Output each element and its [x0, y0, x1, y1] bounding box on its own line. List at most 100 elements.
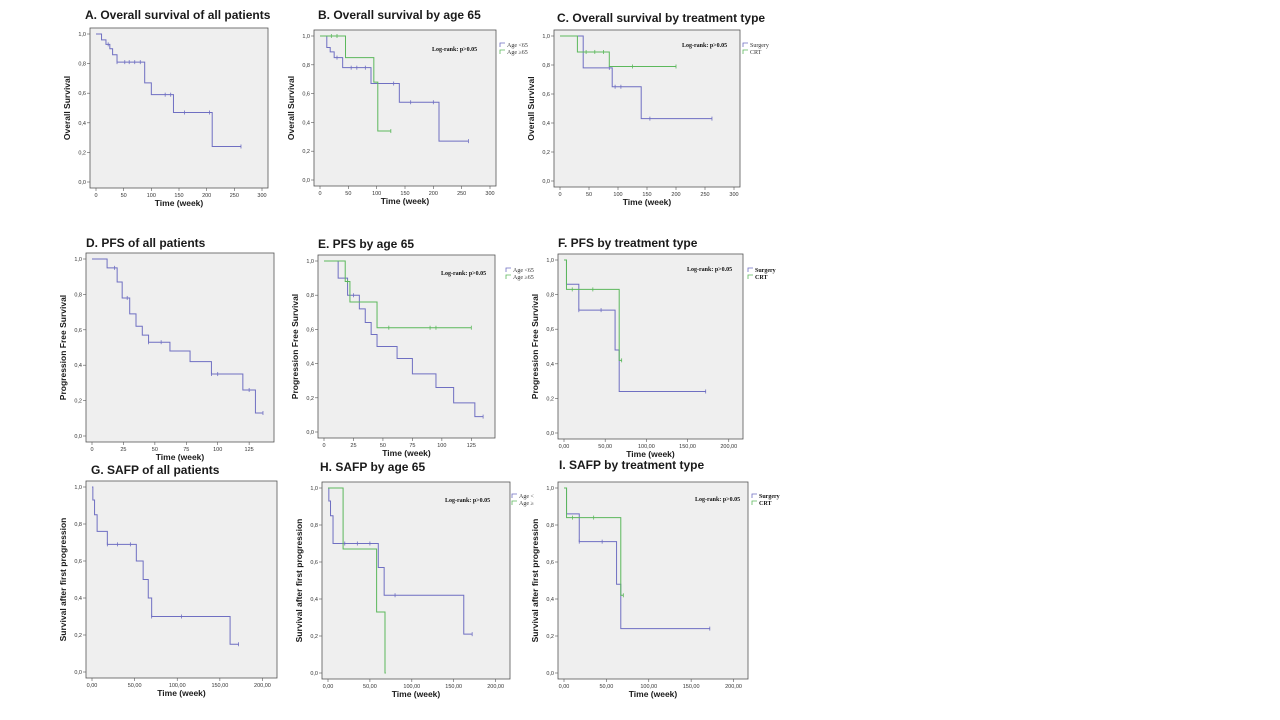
x-tick-label: 50,00	[363, 684, 377, 690]
y-tick-label: 0,2	[306, 396, 314, 402]
km-curve-blue	[324, 260, 484, 418]
y-tick-label: 0,0	[546, 431, 554, 437]
y-axis-label: Survival after first progression	[530, 519, 540, 643]
x-tick-label: 200,00	[487, 684, 504, 690]
y-tick-label: 0,2	[78, 150, 86, 156]
x-tick-label: 200,00	[720, 444, 737, 450]
x-tick-label: 300	[729, 192, 738, 198]
y-tick-label: 0,8	[542, 63, 550, 69]
legend-label: Age <65	[507, 43, 528, 49]
x-tick-label: 50,00	[598, 444, 612, 450]
km-curve-green	[328, 487, 386, 674]
y-tick-label: 0,8	[306, 293, 314, 299]
panel-i: I. SAFP by treatment type 0,0 0,2 0,4 0,6 0,8…	[530, 458, 780, 699]
plot-area	[557, 481, 749, 680]
logrank-annotation: Log-rank: p>0.05	[682, 43, 727, 49]
x-tick-label: 100,00	[169, 683, 186, 689]
y-tick-label: 1,0	[542, 34, 550, 40]
x-tick-label: 100,00	[403, 684, 420, 690]
legend-label: Age ≥65	[513, 275, 534, 281]
x-tick-label: 150,00	[211, 683, 228, 689]
y-tick-label: 0,8	[74, 292, 82, 298]
x-axis-label: Time (week)	[155, 198, 204, 208]
km-curve-green	[560, 35, 676, 67]
x-tick-label: 250	[457, 191, 466, 197]
y-tick-label: 0,4	[302, 120, 310, 126]
panel-f: F. PFS by treatment type 0,0 0,2 0,4 0,6 0,8 1…	[530, 236, 776, 459]
y-axis-label: Overall Survival	[286, 76, 296, 140]
y-tick-label: 1,0	[310, 486, 318, 492]
x-tick-label: 100	[437, 443, 446, 449]
x-tick-label: 0	[90, 447, 93, 453]
logrank-annotation: Log-rank: p>0.05	[445, 498, 490, 504]
legend-label: Age ≥	[519, 501, 534, 507]
y-axis-label: Progression Free Survival	[58, 295, 68, 400]
panel-title: G. SAFP of all patients	[91, 463, 220, 477]
panel-h: H. SAFP by age 65 0,0 0,2 0,4 0,6 0,8 1,0 0,00 5…	[294, 460, 534, 699]
x-tick-label: 50	[380, 443, 386, 449]
legend-swatch	[751, 493, 757, 498]
x-tick-label: 100	[372, 191, 381, 197]
logrank-annotation: Log-rank: p>0.05	[441, 271, 486, 277]
y-tick-label: 0,2	[542, 150, 550, 156]
y-axis-label: Survival after first progression	[58, 518, 68, 642]
km-curve-green	[564, 259, 622, 361]
x-tick-label: 100	[213, 447, 222, 453]
x-tick-label: 200	[429, 191, 438, 197]
legend-label: CRT	[759, 501, 771, 507]
km-curve-green	[564, 487, 624, 596]
legend-swatch	[742, 42, 748, 47]
y-tick-label: 0,8	[74, 522, 82, 528]
y-tick-label: 0,4	[306, 362, 314, 368]
x-axis-label: Time (week)	[629, 689, 678, 699]
x-tick-label: 0	[322, 443, 325, 449]
plot-area	[557, 253, 744, 440]
y-tick-label: 0,8	[546, 523, 554, 529]
y-tick-label: 0,8	[78, 62, 86, 68]
x-tick-label: 200	[202, 193, 211, 199]
km-curve-green	[324, 260, 472, 329]
y-tick-label: 0,6	[546, 560, 554, 566]
x-tick-label: 0	[558, 192, 561, 198]
legend-label: Age <65	[513, 268, 534, 274]
y-tick-label: 1,0	[546, 258, 554, 264]
plot-area	[89, 27, 269, 189]
y-tick-label: 0,4	[542, 121, 550, 127]
x-tick-label: 50,00	[128, 683, 142, 689]
x-tick-label: 50,00	[599, 684, 613, 690]
logrank-annotation: Log-rank: p>0.05	[432, 47, 477, 53]
panel-title: I. SAFP by treatment type	[559, 458, 704, 472]
y-tick-label: 0,2	[546, 396, 554, 402]
legend-swatch	[747, 267, 753, 272]
plot-area	[317, 254, 496, 439]
y-axis-label: Overall Survival	[526, 76, 536, 140]
legend-swatch	[511, 500, 517, 505]
x-axis-label: Time (week)	[156, 452, 205, 462]
legend-swatch	[505, 274, 511, 279]
legend-label: CRT	[750, 50, 762, 56]
y-tick-label: 0,4	[74, 363, 82, 369]
legend-swatch	[511, 493, 517, 498]
y-tick-label: 0,0	[306, 430, 314, 436]
km-curve-blue	[328, 487, 473, 635]
y-tick-label: 0,2	[546, 634, 554, 640]
x-tick-label: 50	[121, 193, 127, 199]
y-tick-label: 0,8	[302, 63, 310, 69]
x-tick-label: 300	[485, 191, 494, 197]
x-tick-label: 150,00	[679, 444, 696, 450]
panel-title: H. SAFP by age 65	[320, 460, 425, 474]
plot-area	[553, 29, 741, 188]
plot-area	[85, 252, 275, 443]
km-curve-green	[320, 35, 391, 132]
y-axis-label: Progression Free Survival	[530, 294, 540, 399]
x-tick-label: 100,00	[640, 684, 657, 690]
x-tick-label: 0	[94, 193, 97, 199]
y-tick-label: 0,0	[302, 178, 310, 184]
legend-label: Surgery	[759, 494, 780, 500]
x-tick-label: 200,00	[725, 684, 742, 690]
y-tick-label: 0,0	[74, 670, 82, 676]
y-tick-label: 0,6	[310, 560, 318, 566]
x-tick-label: 150	[400, 191, 409, 197]
legend-label: Surgery	[755, 268, 776, 274]
